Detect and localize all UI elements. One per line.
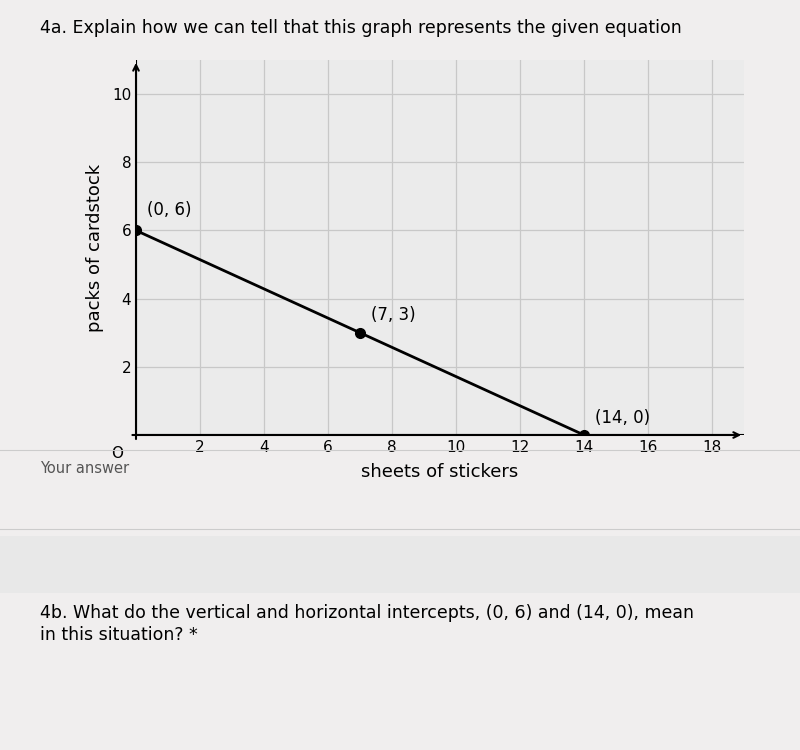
Text: (7, 3): (7, 3): [371, 306, 416, 324]
Text: in this situation? *: in this situation? *: [40, 626, 198, 644]
Text: 4a. Explain how we can tell that this graph represents the given equation: 4a. Explain how we can tell that this gr…: [40, 19, 682, 37]
Text: (0, 6): (0, 6): [147, 201, 192, 219]
X-axis label: sheets of stickers: sheets of stickers: [362, 464, 518, 482]
Text: Your answer: Your answer: [40, 461, 129, 476]
Text: O: O: [110, 446, 123, 461]
Y-axis label: packs of cardstock: packs of cardstock: [86, 164, 103, 332]
Text: 4b. What do the vertical and horizontal intercepts, (0, 6) and (14, 0), mean: 4b. What do the vertical and horizontal …: [40, 604, 694, 622]
Text: (14, 0): (14, 0): [595, 409, 650, 427]
